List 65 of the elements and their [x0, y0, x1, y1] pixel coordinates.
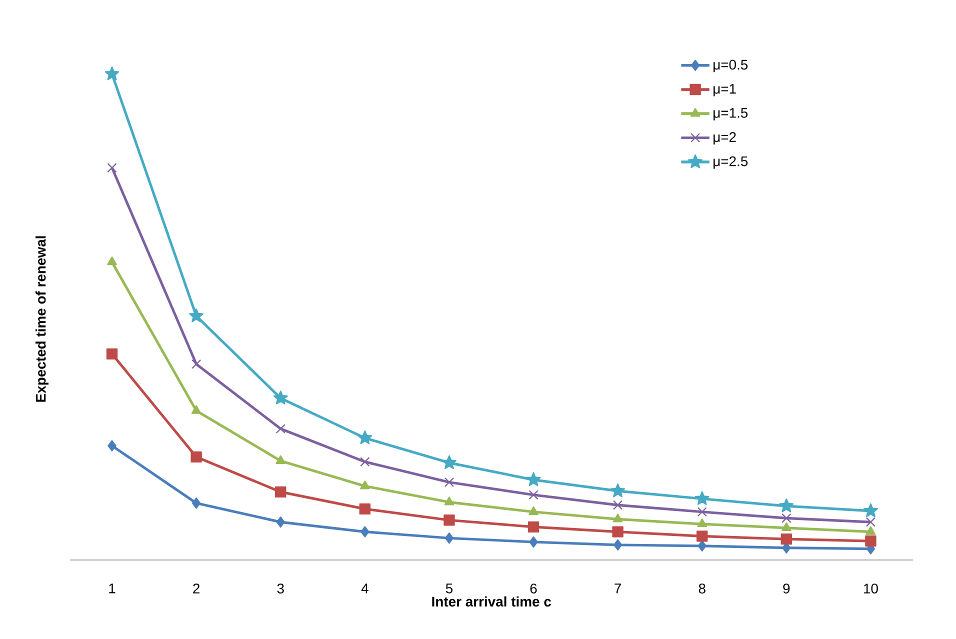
- point: [612, 514, 623, 522]
- point: [191, 359, 202, 369]
- point: [107, 256, 117, 266]
- point: [865, 535, 876, 547]
- point: [444, 477, 454, 488]
- point: [612, 526, 624, 538]
- point: [694, 491, 710, 506]
- point: [781, 522, 792, 532]
- x-tick-label: 5: [446, 584, 453, 594]
- point: [106, 348, 118, 360]
- point: [612, 500, 623, 510]
- point: [528, 490, 538, 500]
- point: [276, 455, 286, 464]
- point: [528, 521, 540, 533]
- x-tick-label: 6: [530, 584, 537, 594]
- x-tick-label: 8: [698, 584, 706, 594]
- point: [697, 507, 707, 517]
- point: [275, 486, 286, 498]
- x-axis-title: Inter arrival time c: [432, 596, 552, 607]
- point: [782, 513, 792, 524]
- point: [866, 517, 876, 527]
- point: [444, 496, 454, 506]
- x-tick-label: 10: [864, 584, 878, 594]
- x-tick-label: 2: [193, 584, 200, 594]
- point: [613, 539, 622, 551]
- point: [191, 405, 202, 414]
- point: [108, 440, 116, 452]
- point: [276, 516, 285, 528]
- point: [190, 451, 202, 463]
- point: [863, 503, 878, 518]
- point: [697, 518, 708, 528]
- x-tick-label: 9: [783, 584, 790, 594]
- x-tick-label: 4: [361, 584, 368, 594]
- point: [866, 526, 876, 535]
- point: [358, 430, 372, 444]
- legend-label: μ=2: [714, 132, 736, 145]
- point: [192, 498, 201, 509]
- point: [529, 536, 538, 548]
- legend-label: μ=2.5: [714, 156, 748, 169]
- point: [610, 483, 626, 498]
- legend-label: μ=0.5: [714, 60, 748, 72]
- point: [696, 530, 708, 542]
- point: [273, 390, 288, 404]
- legend-label: μ=1.5: [714, 108, 748, 120]
- point: [528, 506, 538, 515]
- point: [779, 498, 794, 512]
- x-tick-label: 3: [277, 584, 284, 594]
- point: [444, 532, 454, 544]
- point: [276, 424, 286, 434]
- point: [780, 533, 792, 545]
- point: [107, 162, 117, 173]
- x-tick-label: 1: [109, 584, 116, 594]
- point: [104, 66, 120, 80]
- point: [698, 540, 706, 552]
- point: [360, 526, 370, 538]
- x-tick-label: 7: [614, 584, 621, 594]
- point: [442, 455, 456, 470]
- point: [444, 514, 455, 526]
- point: [526, 472, 541, 486]
- legend-label: μ=1: [714, 84, 736, 96]
- point: [360, 480, 370, 490]
- point: [359, 503, 371, 515]
- point: [360, 456, 370, 467]
- point: [189, 308, 204, 322]
- y-axis-title: Expected time of renewal: [36, 236, 49, 402]
